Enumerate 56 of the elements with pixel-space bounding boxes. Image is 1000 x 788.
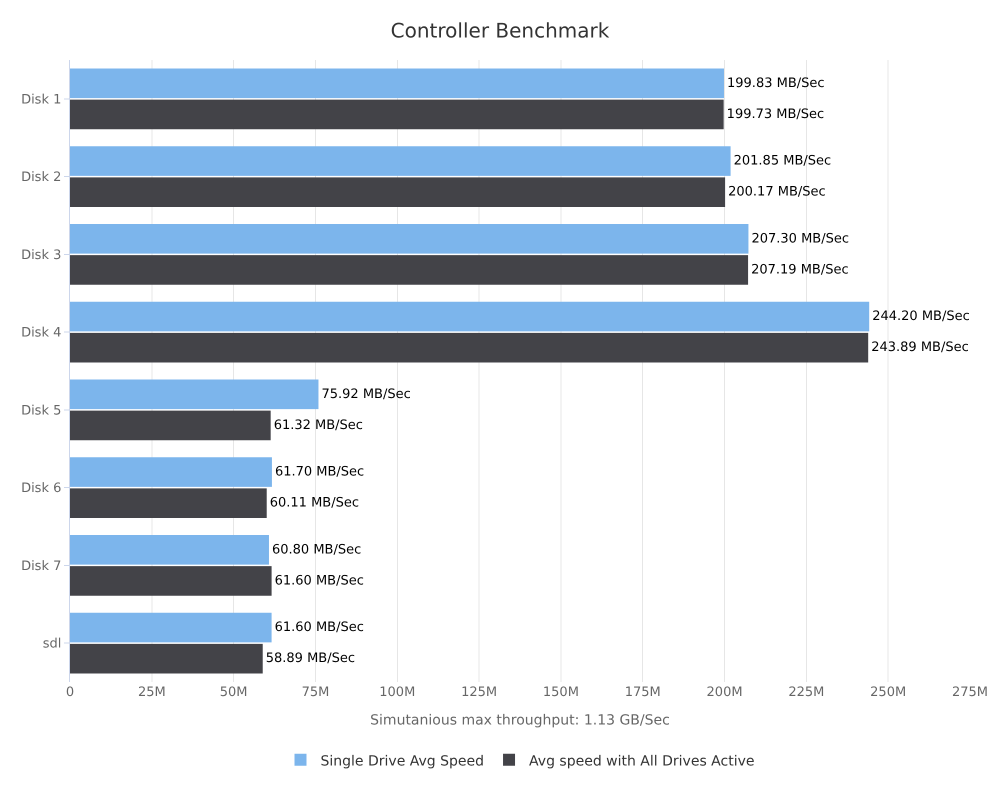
x-tick-label: 175M xyxy=(624,685,661,700)
bar xyxy=(70,68,724,98)
bar xyxy=(70,644,263,674)
y-tick-label: Disk 5 xyxy=(21,403,62,418)
bar xyxy=(70,488,267,518)
y-tick-label: Disk 1 xyxy=(21,92,62,108)
data-label: 243.89 MB/Sec xyxy=(871,340,969,356)
x-tick-label: 25M xyxy=(138,685,166,700)
data-label: 244.20 MB/Sec xyxy=(872,309,970,324)
bar xyxy=(70,612,272,642)
bar xyxy=(70,566,272,596)
x-tick-label: 0 xyxy=(66,685,74,700)
data-label: 60.80 MB/Sec xyxy=(272,542,362,558)
data-label: 207.19 MB/Sec xyxy=(751,262,849,278)
bar xyxy=(70,302,870,332)
legend-label: Avg speed with All Drives Active xyxy=(529,753,754,770)
bar xyxy=(70,535,269,565)
bar xyxy=(70,177,726,207)
y-tick-label: Disk 6 xyxy=(21,481,62,496)
x-tick-label: 50M xyxy=(220,685,248,700)
data-label: 61.60 MB/Sec xyxy=(274,620,364,636)
data-label: 201.85 MB/Sec xyxy=(734,154,832,169)
legend-label: Single Drive Avg Speed xyxy=(320,753,484,770)
data-label: 58.89 MB/Sec xyxy=(266,651,355,666)
data-label: 61.32 MB/Sec xyxy=(274,418,363,433)
data-label: 199.83 MB/Sec xyxy=(726,76,825,91)
bar xyxy=(70,100,724,130)
bar xyxy=(70,255,748,285)
y-tick-label: sdl xyxy=(42,636,62,652)
x-tick-label: 75M xyxy=(302,685,330,700)
y-tick-label: Disk 3 xyxy=(21,248,62,263)
x-tick-label: 225M xyxy=(788,685,824,700)
data-label: 61.60 MB/Sec xyxy=(274,573,364,588)
y-tick-label: Disk 4 xyxy=(21,326,62,341)
data-label: 60.11 MB/Sec xyxy=(270,496,359,511)
bar xyxy=(70,224,748,254)
bar xyxy=(70,332,868,362)
data-label: 207.30 MB/Sec xyxy=(751,231,849,246)
data-label: 199.73 MB/Sec xyxy=(726,106,824,122)
y-tick-label: Disk 2 xyxy=(21,170,62,186)
x-tick-label: 275M xyxy=(952,685,988,700)
bar xyxy=(70,457,272,487)
chart-title: Controller Benchmark xyxy=(390,18,610,43)
x-tick-label: 200M xyxy=(706,685,743,700)
bar xyxy=(70,380,318,410)
x-tick-label: 250M xyxy=(870,685,906,700)
y-tick-label: Disk 7 xyxy=(21,558,62,574)
x-axis-title: Simutanious max throughput: 1.13 GB/Sec xyxy=(370,712,670,728)
data-label: 200.17 MB/Sec xyxy=(728,184,826,200)
data-label: 61.70 MB/Sec xyxy=(274,464,364,480)
bar xyxy=(70,410,271,440)
data-label: 75.92 MB/Sec xyxy=(321,386,411,402)
x-tick-label: 150M xyxy=(542,685,579,700)
x-tick-label: 125M xyxy=(461,685,498,700)
x-tick-label: 100M xyxy=(379,685,416,700)
bar xyxy=(70,146,731,176)
